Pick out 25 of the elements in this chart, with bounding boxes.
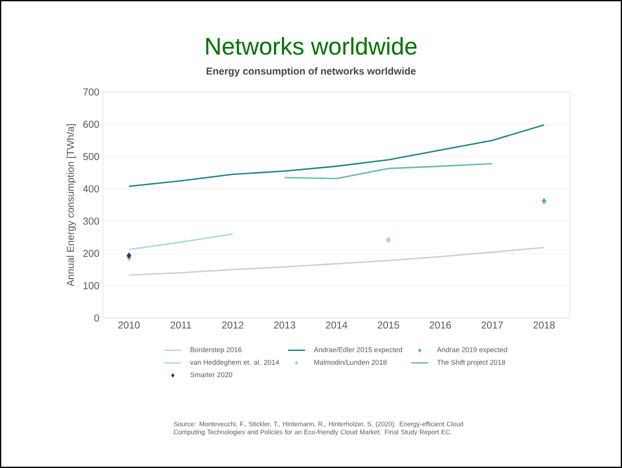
point [126, 252, 132, 259]
y-tick-label: 600 [83, 120, 100, 128]
y-tick-label: 700 [83, 88, 100, 96]
y-tick-label: 200 [83, 250, 100, 257]
x-tick-label: 2016 [430, 322, 451, 329]
line-series [284, 162, 493, 180]
y-tick-label: 100 [84, 282, 100, 290]
y-tick-label: 0 [94, 314, 100, 322]
chart-title: Networks worldwide [206, 37, 417, 55]
x-tick-label: 2012 [222, 322, 244, 329]
y-tick-label: 300 [83, 218, 100, 225]
x-tick-label: 2011 [170, 322, 192, 329]
point [542, 198, 546, 204]
x-tick-label: 2015 [378, 322, 400, 329]
x-tick-label: 2017 [482, 322, 503, 329]
y-axis-title: Annual Energy consumption [TWh/a] [66, 124, 76, 286]
x-tick-label: 2018 [533, 322, 555, 329]
y-tick-label: 400 [83, 185, 100, 192]
y-tick-label: 500 [83, 153, 100, 160]
line-series [128, 246, 545, 276]
point [386, 236, 391, 244]
x-tick-label: 2014 [326, 322, 348, 329]
x-tick-label: 2013 [274, 322, 296, 329]
chart-subtitle: Energy consumption of networks worldwide [206, 67, 416, 77]
x-tick-label: 2010 [118, 322, 140, 329]
